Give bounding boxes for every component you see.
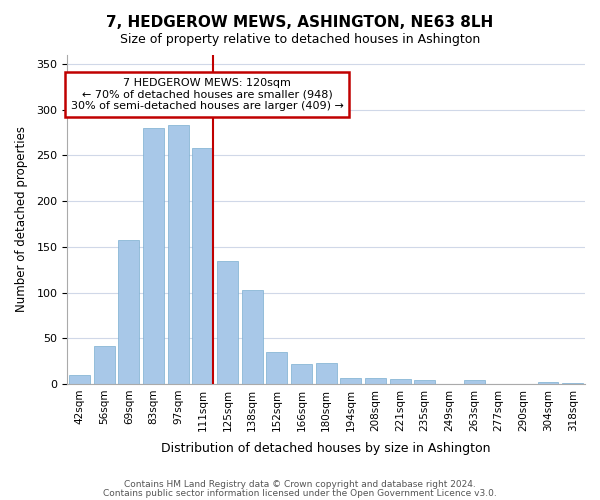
Text: Contains public sector information licensed under the Open Government Licence v3: Contains public sector information licen… bbox=[103, 488, 497, 498]
Bar bbox=[414, 380, 435, 384]
Bar bbox=[538, 382, 559, 384]
Bar bbox=[389, 380, 410, 384]
Bar bbox=[316, 363, 337, 384]
Bar bbox=[562, 383, 583, 384]
Bar bbox=[365, 378, 386, 384]
Bar bbox=[94, 346, 115, 384]
Bar bbox=[340, 378, 361, 384]
Text: Contains HM Land Registry data © Crown copyright and database right 2024.: Contains HM Land Registry data © Crown c… bbox=[124, 480, 476, 489]
Bar bbox=[217, 262, 238, 384]
Text: 7 HEDGEROW MEWS: 120sqm
← 70% of detached houses are smaller (948)
30% of semi-d: 7 HEDGEROW MEWS: 120sqm ← 70% of detache… bbox=[71, 78, 343, 111]
Bar bbox=[143, 128, 164, 384]
Bar bbox=[464, 380, 485, 384]
Bar bbox=[242, 290, 263, 384]
Bar bbox=[193, 148, 213, 384]
Bar bbox=[291, 364, 312, 384]
X-axis label: Distribution of detached houses by size in Ashington: Distribution of detached houses by size … bbox=[161, 442, 491, 455]
Y-axis label: Number of detached properties: Number of detached properties bbox=[15, 126, 28, 312]
Bar bbox=[118, 240, 139, 384]
Bar bbox=[167, 126, 188, 384]
Bar bbox=[266, 352, 287, 384]
Bar bbox=[69, 375, 90, 384]
Text: 7, HEDGEROW MEWS, ASHINGTON, NE63 8LH: 7, HEDGEROW MEWS, ASHINGTON, NE63 8LH bbox=[106, 15, 494, 30]
Text: Size of property relative to detached houses in Ashington: Size of property relative to detached ho… bbox=[120, 32, 480, 46]
